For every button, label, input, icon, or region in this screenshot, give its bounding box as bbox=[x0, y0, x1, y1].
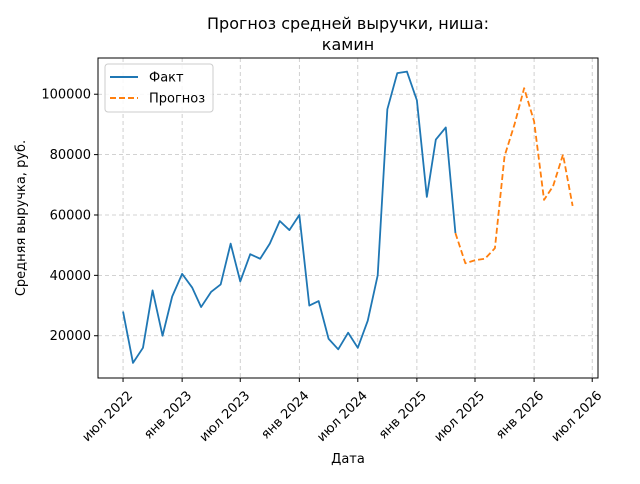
grid-lines bbox=[98, 58, 598, 378]
x-tick-label: янв 2023 bbox=[141, 388, 195, 442]
y-tick-label: 100000 bbox=[41, 88, 91, 103]
x-axis: июл 2022 янв 2023 июл 2023 янв 2024 июл 2024… bbox=[80, 378, 606, 445]
y-tick-label: 60000 bbox=[50, 208, 91, 223]
legend-label-fact: Факт bbox=[149, 71, 184, 86]
series-line-fact bbox=[122, 70, 457, 364]
x-tick-label: июл 2026 bbox=[549, 388, 606, 445]
x-tick-label: июл 2024 bbox=[314, 388, 371, 445]
plot-frame bbox=[97, 57, 599, 379]
chart-title-line-1: Прогноз средней выручки, ниша: bbox=[207, 14, 489, 33]
x-tick-label: июл 2022 bbox=[80, 388, 137, 445]
legend-label-forecast: Прогноз bbox=[149, 92, 205, 107]
y-tick-label: 80000 bbox=[50, 148, 91, 163]
series-line-forecast bbox=[454, 87, 574, 265]
y-tick-label: 40000 bbox=[50, 269, 91, 284]
y-axis-label: Средняя выручка, руб. bbox=[14, 140, 29, 296]
x-axis-label: Дата bbox=[331, 452, 365, 467]
y-tick-label: 20000 bbox=[50, 329, 91, 344]
x-tick-label: янв 2025 bbox=[376, 388, 430, 442]
chart-title-line-2: камин bbox=[322, 35, 374, 54]
x-tick-label: июл 2023 bbox=[197, 388, 254, 445]
legend: Факт Прогноз bbox=[104, 63, 214, 113]
x-tick-label: янв 2024 bbox=[259, 388, 313, 442]
y-axis: 20000 40000 60000 80000 100000 bbox=[41, 88, 98, 344]
series-lines bbox=[122, 70, 574, 364]
x-tick-label: июл 2025 bbox=[432, 388, 489, 445]
x-tick-label: янв 2026 bbox=[493, 388, 547, 442]
